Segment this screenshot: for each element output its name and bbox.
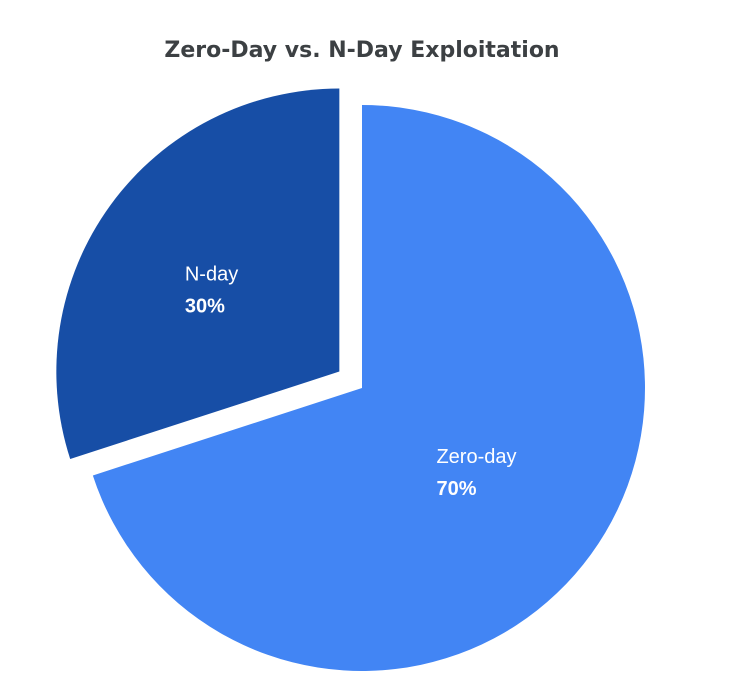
slice-label: Zero-day [436,446,516,468]
pie-slice [56,88,340,459]
slice-value: 70% [436,478,476,500]
pie-slice [92,105,645,671]
chart-title: Zero-Day vs. N-Day Exploitation [164,38,559,63]
slice-label: N-day [185,263,238,285]
slice-value: 30% [185,295,225,317]
